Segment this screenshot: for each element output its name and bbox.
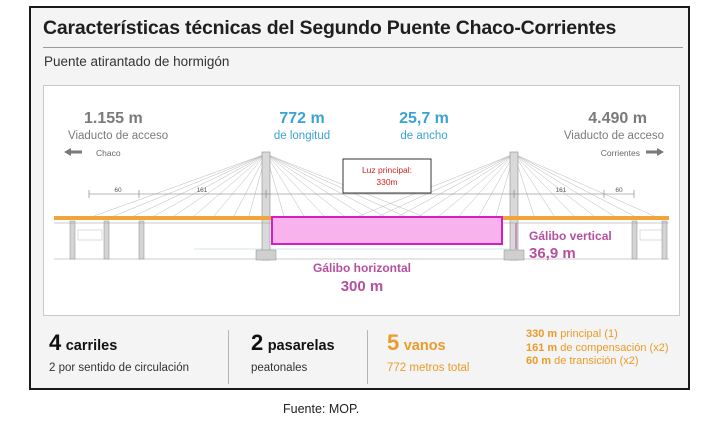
breakdown-item-2: 161 m de compensación (x2) <box>526 341 669 354</box>
left-viaduct-side: Chaco <box>96 148 121 158</box>
span-mark-4: 60 <box>615 187 623 194</box>
walkways-detail: peatonales <box>251 362 308 374</box>
walkways-unit: pasarelas <box>267 338 335 354</box>
left-viaduct-value: 1.155 m <box>84 110 143 127</box>
arrow-left-icon <box>64 148 82 156</box>
breakdown-item-1: 330 m principal (1) <box>526 328 618 340</box>
vertical-clearance-value: 36,9 m <box>529 245 576 262</box>
left-viaduct-label: Viaducto de acceso <box>68 130 168 142</box>
pier-notes <box>77 229 663 241</box>
bridge-elevation-svg: 60 161 161 60 Luz principal: 330m 1.155 … <box>54 110 669 295</box>
stats-row: 4 carriles 2 por sentido de circulación … <box>31 320 688 388</box>
main-span-line1: Luz principal: <box>362 165 412 175</box>
page-title: Características técnicas del Segundo Pue… <box>43 17 617 39</box>
spans-detail: 772 metros total <box>387 362 470 374</box>
width-value: 25,7 m <box>399 110 449 127</box>
page-subtitle: Puente atirantado de hormigón <box>44 54 230 69</box>
length-value: 772 m <box>279 110 324 127</box>
span-mark-1: 60 <box>114 187 122 194</box>
left-tower <box>255 151 277 261</box>
spans-number: 5 <box>387 330 400 355</box>
horizontal-clearance-label: Gálibo horizontal <box>313 261 411 275</box>
span-mark-3: 161 <box>556 187 567 194</box>
span-dimension-line <box>88 190 635 198</box>
arrow-right-icon <box>646 148 664 156</box>
span-mark-2: 161 <box>197 187 208 194</box>
lanes-unit: carriles <box>65 338 118 354</box>
vertical-clearance-label: Gálibo vertical <box>529 229 612 243</box>
info-card: Características técnicas del Segundo Pue… <box>29 6 690 390</box>
stat-divider-1 <box>228 330 229 384</box>
right-viaduct-label: Viaducto de acceso <box>564 130 664 142</box>
span-breakdown: 330 m principal (1) 161 m de compensació… <box>526 328 669 396</box>
stat-divider-2 <box>367 330 368 384</box>
main-span-box <box>342 158 432 194</box>
walkways-number: 2 <box>251 330 264 355</box>
lanes-detail: 2 por sentido de circulación <box>49 362 189 374</box>
right-tower <box>503 151 525 261</box>
main-span-line2: 330m <box>376 177 397 187</box>
title-divider <box>43 47 683 48</box>
clearance-box <box>271 216 503 245</box>
horizontal-clearance-value: 300 m <box>341 278 384 295</box>
width-label: de ancho <box>400 130 447 142</box>
length-label: de longitud <box>274 130 330 142</box>
viaduct-piers <box>69 220 668 260</box>
lanes-number: 4 <box>49 330 62 355</box>
right-viaduct-value: 4.490 m <box>588 110 647 127</box>
right-viaduct-side: Corrientes <box>601 148 640 158</box>
bridge-diagram: 60 161 161 60 Luz principal: 330m 1.155 … <box>43 85 680 316</box>
spans-unit: vanos <box>403 338 446 354</box>
breakdown-item-3: 60 m de transición (x2) <box>526 355 639 367</box>
source-caption: Fuente: MOP. <box>283 402 360 416</box>
